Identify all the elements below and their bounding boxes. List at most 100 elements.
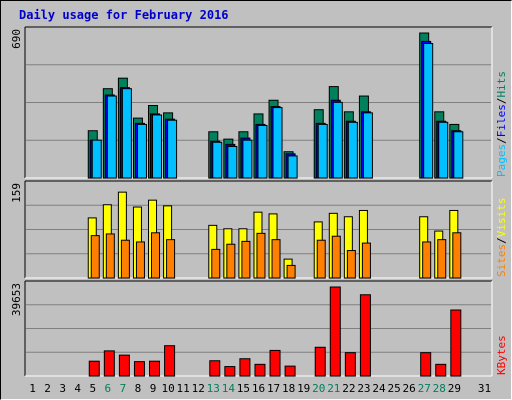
bar-pages — [272, 107, 283, 179]
x-axis-label: 25 — [387, 382, 400, 395]
bar-kbytes — [420, 352, 432, 377]
x-axis-label: 21 — [327, 382, 340, 395]
x-axis-label: 23 — [357, 382, 370, 395]
bar-sites — [452, 232, 462, 279]
bar-sites — [105, 233, 115, 279]
bar-sites — [166, 239, 176, 279]
legend-kbytes: KBytes — [495, 335, 508, 375]
bar-pages — [152, 114, 163, 179]
bar-pages — [453, 131, 464, 179]
x-axis-label: 17 — [267, 382, 280, 395]
bar-kbytes — [118, 354, 130, 377]
bar-pages — [362, 112, 373, 179]
x-axis-label: 12 — [192, 382, 205, 395]
bar-sites — [316, 239, 326, 279]
bar-kbytes — [164, 345, 176, 377]
x-axis-label: 9 — [150, 382, 157, 395]
x-axis-label: 28 — [433, 382, 446, 395]
bar-kbytes — [450, 309, 462, 377]
x-axis-label: 13 — [207, 382, 220, 395]
legend-entry: / — [495, 98, 508, 105]
bar-pages — [287, 155, 298, 179]
x-axis-label: 10 — [161, 382, 174, 395]
legend-entry: Hits — [495, 71, 508, 98]
bar-pages — [121, 88, 132, 179]
bar-kbytes — [133, 361, 145, 377]
x-axis-label: 19 — [297, 382, 310, 395]
x-axis-label: 5 — [89, 382, 96, 395]
legend-entry: Sites — [495, 244, 508, 277]
x-axis-label: 14 — [222, 382, 236, 395]
x-axis-label: 6 — [105, 382, 112, 395]
bar-sites — [135, 241, 145, 279]
bar-kbytes — [88, 360, 100, 377]
x-axis-label: 8 — [135, 382, 142, 395]
bar-kbytes — [103, 350, 115, 377]
x-axis-label: 11 — [177, 382, 190, 395]
bar-kbytes — [344, 352, 356, 377]
x-axis-label: 15 — [237, 382, 250, 395]
bar-sites — [422, 241, 432, 279]
bar-pages — [136, 123, 147, 179]
bar-kbytes — [284, 365, 296, 377]
bar-pages — [347, 121, 358, 179]
bar-sites — [120, 239, 130, 279]
bar-sites — [271, 239, 281, 279]
bar-sites — [331, 235, 341, 279]
bar-pages — [423, 43, 434, 179]
bar-pages — [106, 95, 117, 179]
bar-sites — [346, 250, 356, 279]
x-axis-label: 20 — [312, 382, 325, 395]
x-axis-label: 7 — [120, 382, 127, 395]
x-axis-label: 18 — [282, 382, 295, 395]
bar-kbytes — [239, 358, 251, 377]
legend-hits-files-pages: Pages/Files/Hits — [495, 71, 508, 177]
bar-kbytes — [269, 349, 281, 377]
legend-entry: Files — [495, 104, 508, 137]
bar-kbytes — [224, 366, 236, 377]
legend-entry: Visits — [495, 198, 508, 238]
legend-entry: Pages — [495, 144, 508, 177]
legend-entry: / — [495, 237, 508, 244]
bar-kbytes — [359, 294, 371, 377]
x-axis-label: 16 — [252, 382, 265, 395]
legend-entry: / — [495, 137, 508, 144]
bar-sites — [211, 248, 221, 279]
legend-entry: KBytes — [495, 335, 508, 375]
y-max-label: 159 — [10, 183, 23, 203]
bar-pages — [332, 101, 343, 179]
bar-sites — [151, 232, 161, 279]
bar-pages — [242, 139, 253, 179]
x-axis-label: 24 — [372, 382, 386, 395]
bar-pages — [317, 123, 328, 179]
x-axis-label: 4 — [74, 382, 81, 395]
x-axis-label: 3 — [59, 382, 66, 395]
bar-sites — [361, 242, 371, 279]
bar-pages — [212, 141, 223, 179]
bar-kbytes — [314, 346, 326, 377]
y-max-label: 690 — [10, 29, 23, 49]
bar-sites — [90, 235, 100, 279]
y-max-label: 39653 — [10, 283, 23, 316]
bar-kbytes — [254, 363, 266, 377]
bar-pages — [438, 121, 449, 179]
bar-kbytes — [149, 360, 161, 377]
bar-kbytes — [209, 360, 221, 377]
bar-sites — [437, 239, 447, 279]
bar-sites — [256, 232, 266, 279]
bar-sites — [226, 243, 236, 279]
x-axis-label: 29 — [448, 382, 461, 395]
bar-kbytes — [329, 286, 341, 377]
bar-pages — [257, 124, 268, 179]
chart-title: Daily usage for February 2016 — [19, 8, 229, 22]
x-axis-label: 22 — [342, 382, 355, 395]
bar-kbytes — [435, 363, 447, 377]
bar-pages — [167, 119, 178, 179]
x-axis-label: 1 — [29, 382, 36, 395]
x-axis-label: 31 — [478, 382, 491, 395]
legend-visits-sites: Sites/Visits — [495, 198, 508, 278]
bar-sites — [286, 264, 296, 279]
bar-pages — [227, 145, 238, 179]
bar-pages — [91, 139, 102, 179]
